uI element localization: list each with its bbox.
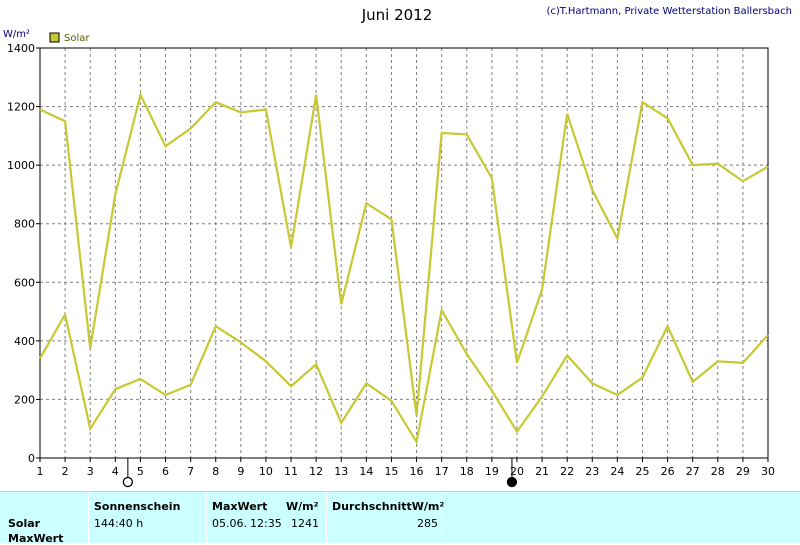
- chart: Juni 2012 (c)T.Hartmann, Private Wetters…: [3, 6, 792, 488]
- moon-markers: [122, 458, 518, 488]
- maxwert-header: MaxWert: [212, 500, 268, 513]
- avg-value: 285: [417, 517, 438, 530]
- x-tick-label: 24: [610, 465, 624, 478]
- x-tick-label: 15: [384, 465, 398, 478]
- x-tick-label: 23: [585, 465, 599, 478]
- row-label-solar: Solar: [8, 517, 41, 530]
- maxwert-time: 12:35: [250, 517, 282, 530]
- x-tick-label: 29: [736, 465, 750, 478]
- x-tick-label: 11: [284, 465, 298, 478]
- y-tick-label: 800: [14, 218, 35, 231]
- sunshine-header: Sonnenschein: [94, 500, 181, 513]
- axes: [39, 47, 769, 459]
- x-tick-label: 8: [212, 465, 219, 478]
- y-tick-label: 1000: [7, 159, 35, 172]
- x-tick-label: 7: [187, 465, 194, 478]
- maxwert-unit: W/m²: [286, 500, 319, 513]
- x-tick-label: 13: [334, 465, 348, 478]
- full-moon-icon: [122, 476, 134, 488]
- y-tick-label: 200: [14, 393, 35, 406]
- x-tick-label: 22: [560, 465, 574, 478]
- sunshine-value: 144:40 h: [94, 517, 144, 530]
- y-unit-label: W/m²: [3, 29, 30, 40]
- maxwert-date: 05.06.: [212, 517, 247, 530]
- chart-title: Juni 2012: [361, 6, 433, 24]
- plot-frame: [39, 47, 769, 459]
- x-tick-label: 21: [535, 465, 549, 478]
- maxwert-value: 1241: [291, 517, 319, 530]
- x-tick-label: 28: [711, 465, 725, 478]
- x-tick-label: 16: [410, 465, 424, 478]
- x-tick-label: 2: [62, 465, 69, 478]
- x-tick-label: 3: [87, 465, 94, 478]
- x-tick-label: 26: [661, 465, 675, 478]
- x-tick-label: 10: [259, 465, 273, 478]
- avg-header: DurchschnittW/m²: [332, 500, 445, 513]
- grid: [40, 48, 768, 458]
- x-tick-label: 5: [137, 465, 144, 478]
- x-tick-label: 17: [435, 465, 449, 478]
- x-tick-label: 18: [460, 465, 474, 478]
- y-tick-label: 1200: [7, 101, 35, 114]
- series-line-max: [39, 91, 769, 416]
- row-label-maxwert: MaxWert: [8, 532, 64, 545]
- x-tick-label: 14: [359, 465, 373, 478]
- x-tick-label: 25: [635, 465, 649, 478]
- y-tick-label: 1400: [7, 42, 35, 55]
- credit-text: (c)T.Hartmann, Private Wetterstation Bal…: [546, 6, 792, 17]
- series: [39, 91, 769, 445]
- x-tick-label: 19: [485, 465, 499, 478]
- x-tick-label: 6: [162, 465, 169, 478]
- x-tick-label: 27: [686, 465, 700, 478]
- series-line-average: [39, 306, 769, 445]
- x-tick-label: 9: [237, 465, 244, 478]
- stats-panel: Sonnenschein 144:40 h MaxWert W/m² 05.06…: [0, 491, 800, 545]
- x-tick-label: 12: [309, 465, 323, 478]
- x-tick-label: 20: [510, 465, 524, 478]
- y-tick-label: 0: [28, 452, 35, 465]
- legend-label: Solar: [64, 33, 90, 44]
- x-tick-label: 30: [761, 465, 775, 478]
- y-tick-label: 600: [14, 276, 35, 289]
- x-tick-label: 4: [112, 465, 119, 478]
- legend-swatch: [49, 32, 60, 43]
- x-tick-label: 1: [37, 465, 44, 478]
- y-tick-label: 400: [14, 335, 35, 348]
- new-moon-icon: [506, 476, 518, 488]
